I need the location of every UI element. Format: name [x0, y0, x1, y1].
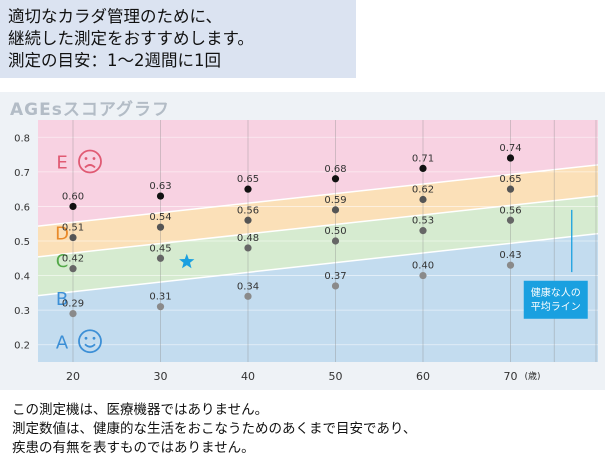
zone-boundary-1: [37, 164, 599, 227]
data-label: 0.59: [324, 195, 346, 206]
zone-label-d: D: [55, 223, 69, 244]
zone-boundary-2: [37, 195, 599, 258]
data-label: 0.50: [324, 226, 346, 237]
data-point: [506, 216, 515, 224]
average-line-callout-text: 平均ライン: [531, 301, 581, 313]
data-label: 0.65: [499, 174, 521, 185]
data-point: [506, 154, 515, 162]
zone-c: [38, 195, 598, 296]
data-point: [156, 254, 165, 262]
top-note-line-3: 測定の目安：1～2週間に1回: [8, 51, 221, 70]
top-note-line-1: 適切なカラダ管理のために、: [8, 7, 223, 26]
data-label: 0.56: [237, 205, 259, 216]
ages-score-chart: 0.2 0.3 0.4 0.5 0.6 0.7 0.8 20 30 40 50 60 70 (歳) E DCB…: [14, 120, 599, 383]
ages-score-chart-panel: 0.2 0.3 0.4 0.5 0.6 0.7 0.8 20 30 40 50 60 70 (歳) E D C B…: [0, 92, 605, 390]
data-point: [244, 216, 252, 224]
data-label: 0.48: [237, 233, 259, 244]
data-label: 0.56: [499, 205, 521, 216]
zone-boundary-3: [37, 232, 599, 297]
y-tick-label: 0.8: [14, 133, 30, 144]
data-point: [156, 192, 165, 200]
data-label: 0.43: [499, 250, 521, 261]
data-point: [419, 164, 427, 172]
data-label: 0.51: [62, 223, 84, 234]
data-label: 0.29: [62, 299, 84, 310]
bottom-note: この測定機は、医療機器ではありません。 測定数値は、健康的な生活をおこなうための…: [12, 401, 416, 458]
data-point: [331, 175, 340, 183]
zone-label-b: B: [56, 289, 68, 310]
data-point: [244, 244, 252, 252]
data-label: 0.31: [149, 292, 171, 303]
zone-e: [38, 120, 598, 227]
data-label: 0.71: [412, 153, 434, 164]
zone-label-e: E: [56, 152, 67, 173]
zone-d: [38, 164, 598, 257]
y-tick-label: 0.5: [14, 237, 30, 248]
data-point: [69, 202, 77, 211]
x-tick-label: 60: [416, 370, 430, 383]
y-tick-label: 0.6: [14, 202, 30, 213]
data-label: 0.74: [499, 143, 521, 154]
data-point: [69, 233, 77, 242]
y-tick-label: 0.2: [14, 341, 30, 352]
data-label: 0.45: [149, 243, 171, 254]
y-tick-label: 0.4: [14, 272, 30, 283]
data-point: [506, 185, 515, 193]
bottom-note-line-2: 測定数値は、健康的な生活をおこなうためのあくまで目安であり、: [12, 421, 417, 437]
zone-b-a: [38, 233, 598, 362]
x-tick-label: 70: [504, 370, 518, 383]
average-line-callout-box: [523, 280, 588, 319]
data-point: [244, 292, 252, 300]
x-tick-label: 30: [154, 370, 168, 383]
bottom-note-line-3: 疾患の有無を表すものではありません。: [12, 440, 255, 456]
data-label: 0.62: [412, 185, 434, 196]
x-axis-unit-label: (歳): [524, 370, 540, 382]
data-point: [419, 227, 427, 235]
average-line-callout-text: 健康な人の: [531, 286, 581, 299]
top-note: 適切なカラダ管理のために、 継続した測定をおすすめします。 測定の目安：1～2週…: [0, 0, 356, 78]
y-tick-label: 0.3: [14, 306, 30, 317]
bottom-note-line-1: この測定機は、医療機器ではありません。: [12, 402, 269, 418]
top-note-line-2: 継続した測定をおすすめします。: [8, 29, 254, 48]
x-tick-label: 50: [329, 370, 343, 383]
data-label: 0.37: [324, 271, 346, 282]
data-point: [156, 223, 165, 231]
data-label: 0.68: [324, 164, 346, 175]
zone-label-c: C: [56, 251, 69, 272]
data-label: 0.63: [149, 181, 171, 192]
data-label: 0.53: [412, 216, 434, 227]
data-point: [244, 185, 252, 193]
data-point: [331, 282, 340, 290]
current-score-star-icon: [179, 253, 195, 269]
x-tick-label: 40: [241, 370, 255, 383]
data-label: 0.42: [62, 254, 84, 265]
data-point: [69, 310, 77, 318]
data-label: 0.65: [237, 174, 259, 185]
y-tick-label: 0.7: [14, 168, 30, 179]
x-tick-label: 20: [66, 370, 80, 383]
data-point: [419, 271, 427, 280]
data-label: 0.60: [62, 191, 84, 202]
data-point: [419, 195, 427, 204]
zone-label-a: A: [56, 332, 69, 353]
data-point: [331, 206, 340, 214]
chart-title: AGEsスコアグラフ: [10, 100, 170, 120]
data-label: 0.34: [237, 281, 259, 292]
data-label: 0.40: [412, 261, 434, 272]
smile-face-icon: [78, 329, 102, 354]
data-point: [69, 265, 77, 273]
sad-face-icon: [78, 149, 102, 174]
data-point: [331, 237, 340, 245]
data-label: 0.54: [149, 212, 171, 223]
data-point: [506, 261, 515, 269]
data-point: [156, 303, 165, 311]
